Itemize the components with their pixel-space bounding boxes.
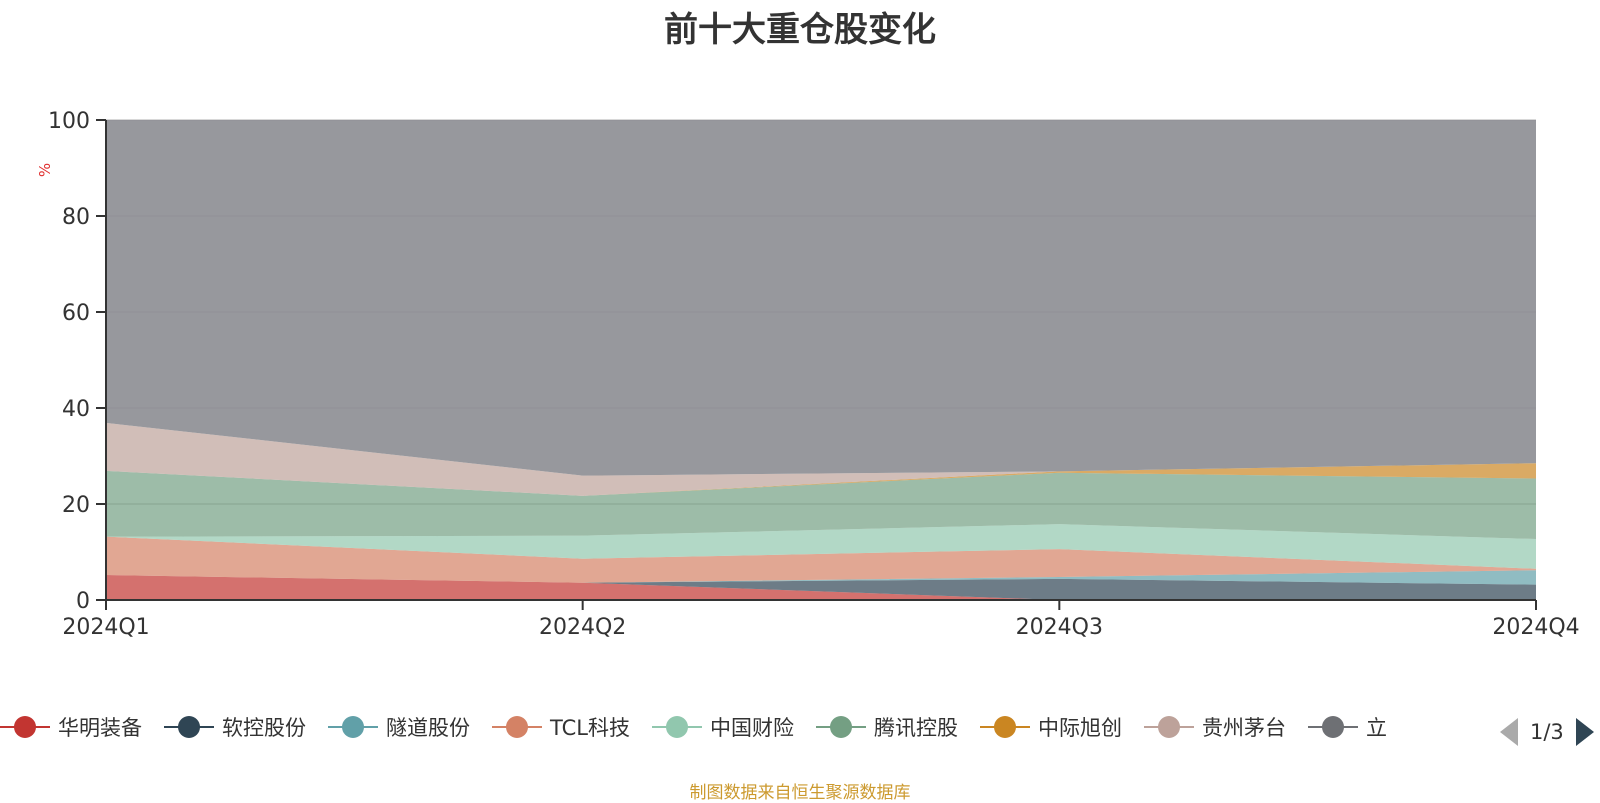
area-series-other [106,120,1536,476]
y-axis-unit-label: % [36,163,54,177]
legend-prev-page-icon[interactable] [1500,718,1518,746]
x-tick-label: 2024Q2 [539,615,626,640]
legend-item[interactable]: 中国财险 [651,712,794,742]
legend-label: 中际旭创 [1037,716,1122,740]
legend-marker-icon [164,714,214,740]
legend-item[interactable]: 华明装备 [0,712,142,742]
x-tick-label: 2024Q3 [1016,615,1103,640]
legend-label: 腾讯控股 [873,716,958,740]
area-chart: 0 20 40 60 80 100 2024Q1 2024Q2 2024Q3 2024Q4% [36,109,1580,640]
legend-label: 中国财险 [709,716,794,740]
legend-marker-icon [328,714,378,740]
legend-label: 立 [1365,716,1387,740]
legend-label: 华明装备 [58,716,142,740]
y-tick-label: 80 [62,205,90,230]
chart-title: 前十大重仓股变化 [664,10,936,50]
area-series-腾讯控股[interactable] [106,470,1536,540]
legend-label: TCL科技 [550,716,630,740]
legend-next-page-icon[interactable] [1575,718,1594,746]
area-series-隧道股份[interactable] [106,570,1536,585]
legend-item[interactable]: TCL科技 [492,712,630,742]
legend-label: 软控股份 [222,716,306,740]
legend-marker-icon [815,714,866,740]
legend-item[interactable]: 腾讯控股 [815,712,958,742]
legend-item[interactable]: 立 [1307,712,1387,742]
area-series-中国财险[interactable] [106,524,1536,569]
legend-item[interactable]: 贵州茅台 [1143,712,1286,742]
area-series-中际旭创[interactable] [106,463,1536,496]
area-series [106,120,1536,600]
legend-marker-icon [979,714,1030,740]
legend-pager: 1/3 [1500,718,1594,746]
area-series-TCL科技[interactable] [106,536,1536,583]
legend-label: 隧道股份 [386,716,470,740]
legend-label: 贵州茅台 [1201,716,1286,740]
y-tick-label: 100 [48,109,90,134]
source-note: 制图数据来自恒生聚源数据库 [689,783,911,803]
legend: 华明装备 软控股份 隧道股份 TCL科技 中国财险 腾讯控股 中际旭创 贵州茅台 立 [0,712,1485,752]
legend-marker-icon [1307,714,1358,740]
x-tick-label: 2024Q4 [1492,615,1579,640]
legend-marker-icon [651,714,702,740]
x-tick-label: 2024Q1 [62,615,149,640]
y-tick-label: 40 [62,397,90,422]
legend-marker-icon [0,714,50,740]
area-series-贵州茅台[interactable] [106,422,1536,496]
legend-item[interactable]: 中际旭创 [979,712,1122,742]
y-tick-label: 20 [62,493,90,518]
y-tick-label: 0 [76,589,90,614]
legend-item[interactable]: 软控股份 [164,712,306,742]
legend-marker-icon [492,714,542,740]
area-series-华明装备[interactable] [106,575,1536,600]
y-tick-label: 60 [62,301,90,326]
legend-page-indicator: 1/3 [1530,720,1564,744]
legend-item[interactable]: 隧道股份 [328,712,470,742]
area-series-软控股份[interactable] [106,575,1536,600]
legend-marker-icon [1143,714,1194,740]
axes: 0 20 40 60 80 100 2024Q1 2024Q2 2024Q3 2024Q4% [36,109,1580,640]
